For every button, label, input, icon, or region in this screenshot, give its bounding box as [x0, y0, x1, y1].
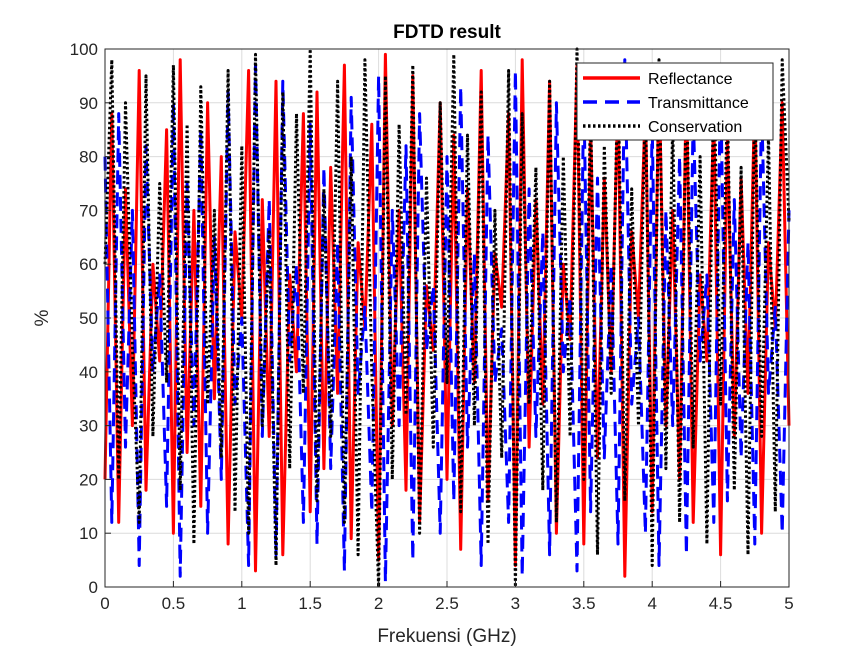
- y-tick-label: 10: [79, 524, 98, 543]
- y-axis-label: %: [32, 309, 53, 326]
- y-tick-label: 50: [79, 309, 98, 328]
- x-tick-label: 0: [100, 594, 109, 613]
- y-tick-label: 40: [79, 363, 98, 382]
- y-tick-label: 60: [79, 255, 98, 274]
- x-tick-label: 3.5: [572, 594, 596, 613]
- x-tick-label: 5: [784, 594, 793, 613]
- x-tick-label: 1.5: [298, 594, 322, 613]
- y-tick-label: 0: [89, 578, 98, 597]
- legend: Reflectance Transmittance Conservation: [576, 62, 774, 141]
- y-tick-label: 80: [79, 148, 98, 167]
- x-tick-label: 2: [374, 594, 383, 613]
- x-tick-label: 4.5: [709, 594, 733, 613]
- legend-label-transmittance: Transmittance: [648, 95, 749, 112]
- y-tick-label: 100: [70, 40, 98, 59]
- ticks: 0 0.5 1 1.5 2 2.5 3 3.5 4 4.5 50102030405060708090…: [70, 40, 794, 613]
- y-tick-label: 90: [79, 94, 98, 113]
- x-tick-label: 4: [647, 594, 656, 613]
- x-axis-label: Frekuensi (GHz): [377, 626, 516, 647]
- x-tick-label: 3: [511, 594, 520, 613]
- chart-title: FDTD result: [393, 22, 501, 43]
- y-tick-label: 30: [79, 417, 98, 436]
- y-tick-label: 20: [79, 470, 98, 489]
- legend-label-reflectance: Reflectance: [648, 71, 733, 88]
- x-tick-label: 2.5: [435, 594, 459, 613]
- series-layer: [103, 47, 791, 589]
- series-line-conservation: [103, 47, 791, 589]
- y-tick-label: 70: [79, 201, 98, 220]
- x-tick-label: 1: [237, 594, 246, 613]
- legend-label-conservation: Conservation: [648, 119, 742, 136]
- x-tick-label: 0.5: [162, 594, 186, 613]
